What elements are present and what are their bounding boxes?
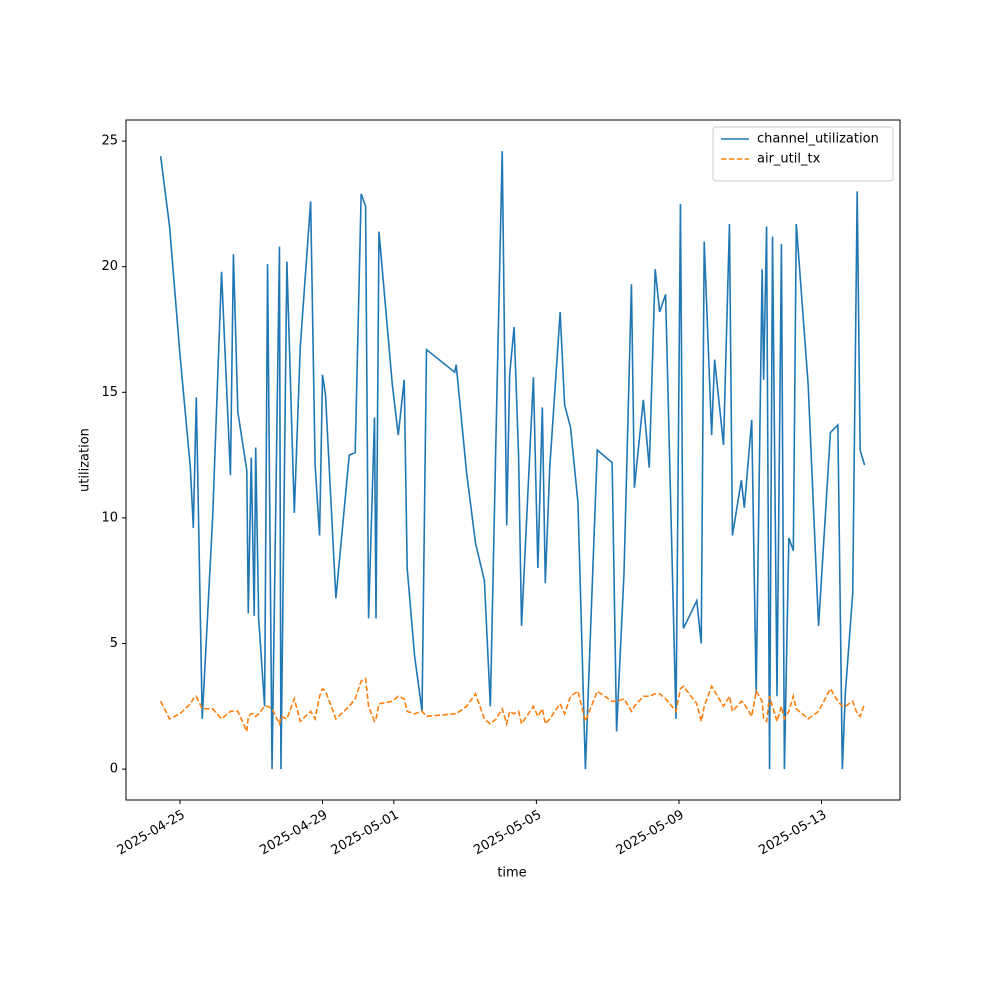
x-tick-label: 2025-05-09 [614, 808, 687, 859]
legend-label: air_util_tx [757, 152, 821, 167]
y-tick-label: 20 [101, 259, 118, 274]
x-tick-label: 2025-04-29 [257, 808, 330, 859]
y-tick-label: 5 [110, 636, 118, 651]
data-line [159, 151, 866, 770]
x-tick-label: 2025-05-05 [471, 808, 544, 859]
legend-label: channel_utilization [757, 132, 879, 147]
y-axis-label: utilization [78, 428, 93, 492]
y-tick-label: 0 [110, 762, 118, 777]
legend-box [712, 126, 894, 182]
x-tick-label: 2025-05-13 [756, 808, 829, 859]
x-tick-label: 2025-04-25 [115, 808, 188, 859]
y-tick-label: 15 [101, 385, 118, 400]
plot-frame [125, 119, 901, 801]
x-axis-label: time [497, 866, 526, 881]
data-line [159, 677, 866, 735]
y-tick-label: 25 [101, 134, 118, 149]
x-tick-label: 2025-05-01 [329, 808, 402, 859]
y-tick-label: 10 [101, 510, 118, 525]
